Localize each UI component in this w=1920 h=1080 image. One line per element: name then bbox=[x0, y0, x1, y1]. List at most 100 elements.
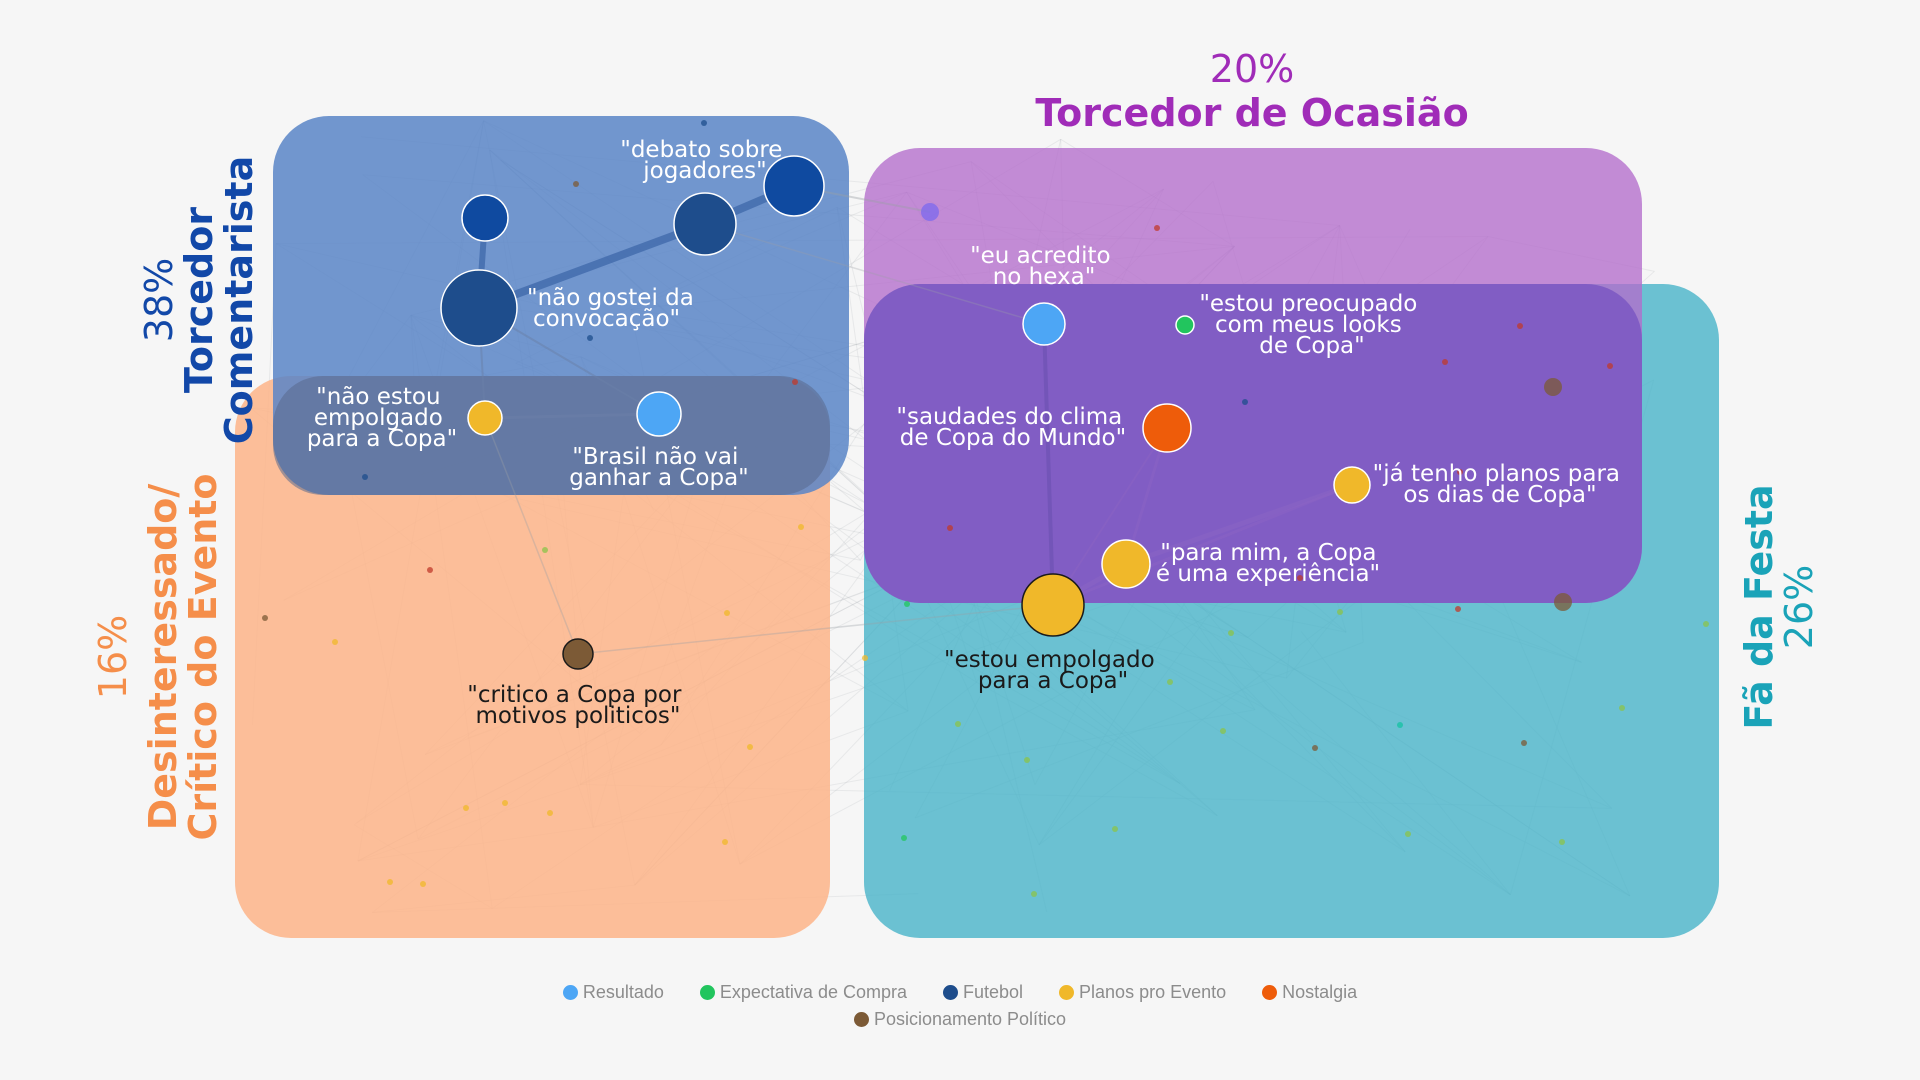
small-dot bbox=[1297, 575, 1303, 581]
small-dot bbox=[862, 655, 868, 661]
node-brasil bbox=[636, 391, 682, 437]
small-dot bbox=[1112, 826, 1118, 832]
small-dot bbox=[792, 379, 798, 385]
node-convocacao bbox=[440, 269, 518, 347]
small-dot bbox=[701, 120, 707, 126]
node-empolgado bbox=[1021, 573, 1085, 637]
small-dot bbox=[1554, 593, 1572, 611]
small-dot bbox=[904, 601, 910, 607]
small-dot bbox=[1024, 757, 1030, 763]
main-nodes bbox=[440, 155, 1371, 670]
legend-item-resultado: Resultado bbox=[562, 982, 664, 1003]
overlap-comentarista-desinteressado bbox=[273, 376, 830, 495]
segment-ocasiao-pct: 20% bbox=[1210, 47, 1294, 91]
legend-dot-politico bbox=[853, 1012, 869, 1027]
legend-dot-nostalgia bbox=[1262, 985, 1278, 1000]
node-debate bbox=[763, 155, 825, 217]
legend-dot-futebol bbox=[942, 985, 958, 1000]
small-dot bbox=[1619, 705, 1625, 711]
segment-festa-pct: 26% bbox=[1777, 565, 1821, 649]
node-edge bbox=[1125, 482, 1353, 567]
node-edge bbox=[704, 223, 1045, 325]
quote-labels: "debato sobre jogadores" "não gostei da … bbox=[307, 137, 1628, 729]
small-dot bbox=[1337, 609, 1343, 615]
small-dot bbox=[901, 835, 907, 841]
small-dot bbox=[1457, 469, 1463, 475]
small-dot bbox=[1544, 378, 1562, 396]
segment-desinteressado-title-2: Crítico do Evento bbox=[181, 473, 225, 840]
legend-row-1: Resultado Expectativa de Compra Futebol … bbox=[0, 982, 1920, 1003]
legend-label-nostalgia: Nostalgia bbox=[1282, 982, 1358, 1002]
small-dot bbox=[362, 474, 368, 480]
small-dot bbox=[1405, 831, 1411, 837]
legend-item-politico: Posicionamento Político bbox=[853, 1009, 1066, 1030]
small-dot bbox=[387, 879, 393, 885]
small-dot bbox=[947, 525, 953, 531]
legend: Resultado Expectativa de Compra Futebol … bbox=[0, 982, 1920, 1036]
small-dot bbox=[955, 721, 961, 727]
quote-saudades: "saudades do clima de Copa do Mundo" bbox=[896, 404, 1129, 451]
segment-desinteressado-heading: 16% Desinteressado/ Crítico do Evento bbox=[91, 473, 225, 840]
quote-debate: "debato sobre jogadores" bbox=[620, 137, 790, 184]
node-edge bbox=[577, 604, 1054, 655]
small-dot bbox=[1242, 399, 1248, 405]
node-hexa bbox=[1022, 302, 1066, 346]
small-dot bbox=[463, 805, 469, 811]
segment-desinteressado-title-1: Desinteressado/ bbox=[141, 484, 185, 831]
small-dot bbox=[722, 839, 728, 845]
small-dot bbox=[1228, 630, 1234, 636]
quote-brasil: "Brasil não vai ganhar a Copa" bbox=[569, 444, 749, 491]
node-edge bbox=[477, 220, 707, 312]
small-dot bbox=[262, 615, 268, 621]
legend-dot-resultado bbox=[562, 985, 578, 1000]
segment-festa-title: Fã da Festa bbox=[1737, 484, 1781, 729]
small-dot bbox=[1607, 363, 1613, 369]
legend-label-expectativa: Expectativa de Compra bbox=[719, 982, 907, 1002]
quote-convocacao: "não gostei da convocação" bbox=[527, 285, 701, 332]
small-dot bbox=[1397, 722, 1403, 728]
node-looks bbox=[1175, 315, 1195, 335]
segment-comentarista-pct: 38% bbox=[137, 258, 181, 342]
node-saudades bbox=[1142, 403, 1192, 453]
small-dot bbox=[1442, 359, 1448, 365]
legend-label-planos: Planos pro Evento bbox=[1079, 982, 1227, 1002]
small-dot bbox=[798, 524, 804, 530]
segment-festa-heading: Fã da Festa 26% bbox=[1737, 484, 1821, 729]
quote-looks: "estou preocupado com meus looks de Copa… bbox=[1199, 291, 1424, 359]
small-dot bbox=[420, 881, 426, 887]
node-planos bbox=[1333, 466, 1371, 504]
small-dot bbox=[502, 800, 508, 806]
small-dot bbox=[747, 744, 753, 750]
node-edge bbox=[484, 417, 579, 655]
segment-comentarista-heading: 38% Torcedor Comentarista bbox=[137, 156, 261, 444]
small-dots bbox=[262, 120, 1709, 897]
small-dot bbox=[724, 610, 730, 616]
small-dot bbox=[1517, 323, 1523, 329]
node-edge bbox=[1052, 427, 1168, 606]
legend-item-nostalgia: Nostalgia bbox=[1262, 982, 1357, 1003]
node-futebol-a bbox=[461, 194, 509, 242]
small-dot bbox=[573, 181, 579, 187]
legend-dot-planos bbox=[1059, 985, 1075, 1000]
segment-comentarista-title-1: Torcedor bbox=[177, 207, 221, 393]
small-dot bbox=[1559, 839, 1565, 845]
quote-planos: "já tenho planos para os dias de Copa" bbox=[1373, 461, 1628, 508]
small-dot bbox=[332, 639, 338, 645]
legend-item-expectativa: Expectativa de Compra bbox=[699, 982, 907, 1003]
small-dot bbox=[1455, 606, 1461, 612]
region-desinteressado bbox=[235, 376, 830, 938]
legend-item-futebol: Futebol bbox=[942, 982, 1024, 1003]
small-dot bbox=[1031, 891, 1037, 897]
quote-empolgado: "estou empolgado para a Copa" bbox=[944, 647, 1162, 694]
legend-label-futebol: Futebol bbox=[962, 982, 1024, 1002]
small-dot bbox=[427, 567, 433, 573]
small-dot bbox=[1167, 679, 1173, 685]
node-edge bbox=[1052, 483, 1353, 607]
legend-row-2: Posicionamento Político bbox=[0, 1009, 1920, 1030]
node-critico bbox=[562, 638, 594, 670]
small-dot bbox=[1703, 621, 1709, 627]
small-dot bbox=[1220, 728, 1226, 734]
segment-ocasiao-title: Torcedor de Ocasião bbox=[1035, 91, 1468, 135]
node-edge bbox=[484, 412, 660, 420]
quote-nao-empolgado: "não estou empolgado para a Copa" bbox=[307, 384, 457, 452]
